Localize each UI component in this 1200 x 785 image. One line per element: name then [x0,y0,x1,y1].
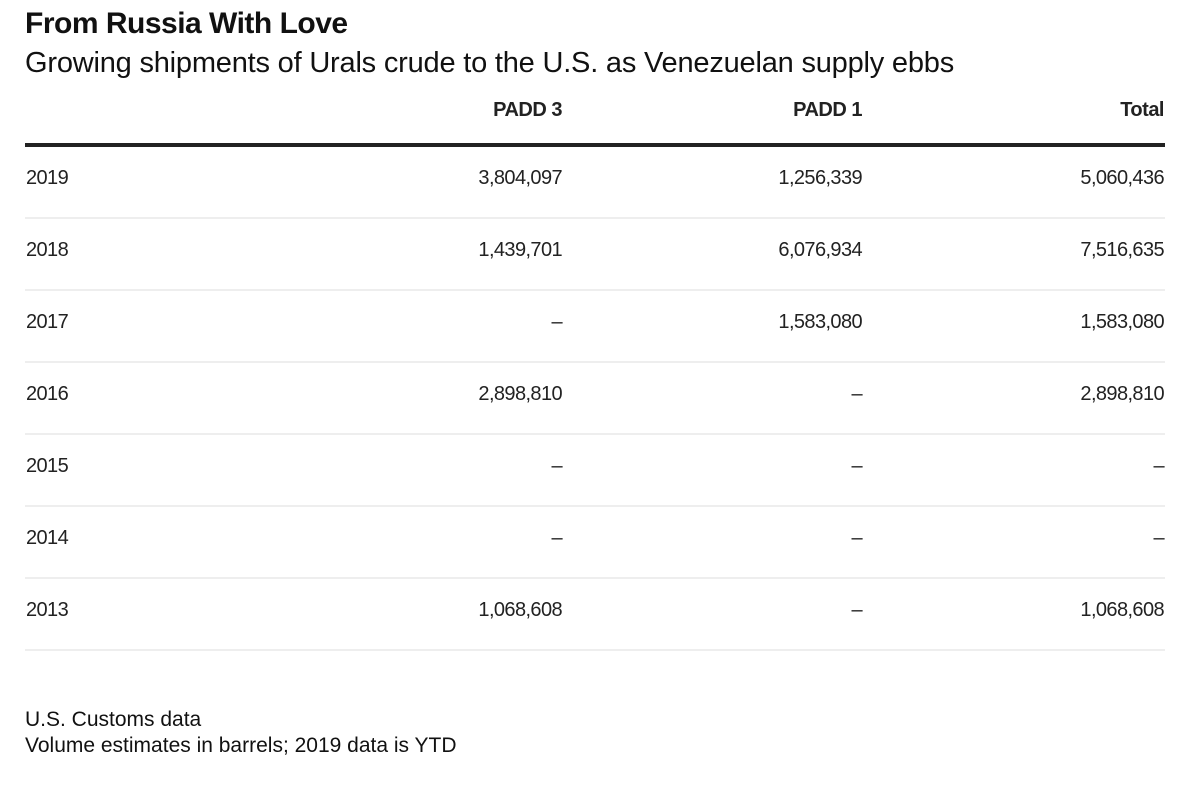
year-cell: 2019 [26,167,69,189]
column-header-total: Total [1120,99,1164,121]
table-body: 2019 3,804,097 1,256,339 5,060,436 2018 1,439… [25,147,1165,651]
table-row: 2017 – 1,583,080 1,583,080 [25,291,1165,363]
table-row: 2013 1,068,608 – 1,068,608 [25,579,1165,651]
column-header-padd1: PADD 1 [793,99,862,121]
total-cell: 2,898,810 [1080,383,1164,405]
padd1-cell: 6,076,934 [778,239,862,261]
table-header: PADD 3 PADD 1 Total [25,95,1165,147]
table-row: 2014 – – – [25,507,1165,579]
year-cell: 2014 [26,527,69,549]
year-cell: 2015 [26,455,69,477]
chart-title: From Russia With Love [25,7,348,40]
padd3-cell: 1,068,608 [478,599,562,621]
year-cell: 2018 [26,239,69,261]
year-cell: 2016 [26,383,69,405]
padd3-cell: – [551,455,562,477]
source-note: U.S. Customs data [25,708,202,731]
padd1-cell: 1,583,080 [778,311,862,333]
table-row: 2018 1,439,701 6,076,934 7,516,635 [25,219,1165,291]
table-row: 2016 2,898,810 – 2,898,810 [25,363,1165,435]
total-cell: – [1153,455,1164,477]
year-cell: 2017 [26,311,69,333]
year-cell: 2013 [26,599,69,621]
padd1-cell: – [851,455,862,477]
padd3-cell: 3,804,097 [478,167,562,189]
total-cell: – [1153,527,1164,549]
padd3-cell: – [551,311,562,333]
table-row: 2019 3,804,097 1,256,339 5,060,436 [25,147,1165,219]
total-cell: 7,516,635 [1080,239,1164,261]
padd3-cell: – [551,527,562,549]
data-table: PADD 3 PADD 1 Total 2019 3,804,097 1,256,3… [25,95,1165,651]
total-cell: 1,068,608 [1080,599,1164,621]
column-header-padd3: PADD 3 [493,99,562,121]
padd1-cell: 1,256,339 [778,167,862,189]
padd3-cell: 1,439,701 [478,239,562,261]
padd3-cell: 2,898,810 [478,383,562,405]
total-cell: 1,583,080 [1080,311,1164,333]
units-note: Volume estimates in barrels; 2019 data i… [25,734,457,757]
table-row: 2015 – – – [25,435,1165,507]
padd1-cell: – [851,383,862,405]
total-cell: 5,060,436 [1080,167,1164,189]
padd1-cell: – [851,527,862,549]
padd1-cell: – [851,599,862,621]
chart-footer: U.S. Customs data Volume estimates in ba… [25,707,457,759]
chart-subtitle: Growing shipments of Urals crude to the … [25,47,955,79]
